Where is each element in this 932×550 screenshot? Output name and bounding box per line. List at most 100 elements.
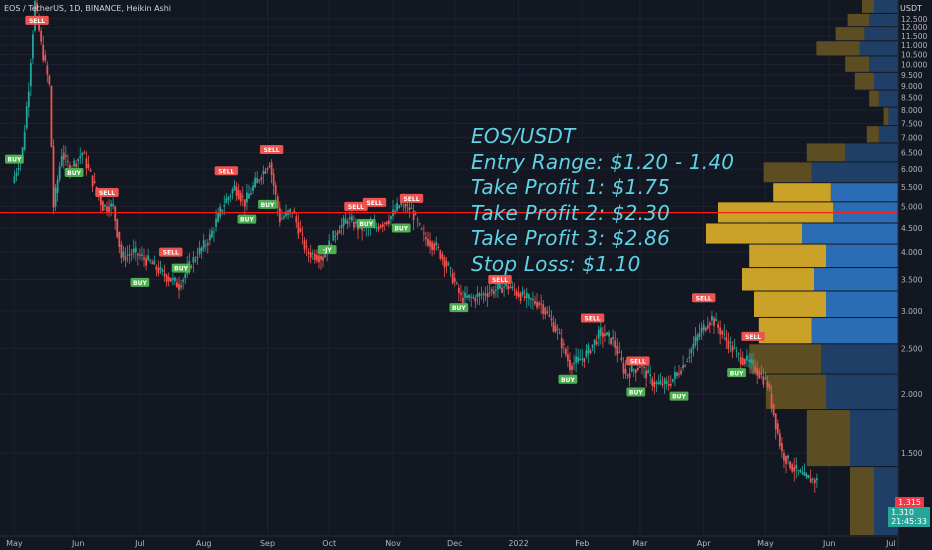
candle-body bbox=[723, 333, 726, 335]
candle-body bbox=[497, 283, 499, 290]
candle-body bbox=[48, 75, 51, 85]
signal-label-text: SELL bbox=[630, 359, 646, 366]
profile-bar-a bbox=[749, 344, 822, 374]
y-tick-label: 11.500 bbox=[901, 32, 927, 41]
candle-body bbox=[387, 220, 390, 225]
candle-body bbox=[661, 384, 664, 386]
profile-bar-b bbox=[845, 143, 898, 162]
candle-body bbox=[490, 289, 493, 292]
candle-body bbox=[499, 281, 501, 289]
candle-body bbox=[729, 342, 732, 344]
candle-body bbox=[313, 254, 316, 260]
symbol-header[interactable]: EOS / TetherUS, 1D, BINANCE, Heikin Ashi bbox=[4, 4, 172, 13]
candle-body bbox=[104, 204, 106, 207]
signal-label-box bbox=[95, 188, 119, 198]
chart-grid bbox=[0, 0, 898, 536]
candle-body bbox=[562, 343, 565, 346]
signal-label-box bbox=[317, 245, 337, 255]
candle-body bbox=[101, 201, 104, 211]
price-tag-current: 1.310 21:45:33 bbox=[888, 507, 930, 527]
candle-body bbox=[56, 179, 59, 193]
candle-body bbox=[276, 196, 279, 209]
signal-label-text: BUY bbox=[240, 217, 254, 224]
candle-body bbox=[460, 292, 462, 295]
profile-bar-a bbox=[754, 291, 826, 317]
signal-entry: Entry Range: $1.20 - 1.40 bbox=[471, 149, 735, 174]
sell-signal-label: SELL bbox=[259, 145, 284, 154]
candle-body bbox=[711, 315, 713, 321]
candle-body bbox=[280, 218, 283, 220]
buy-signal-label: BUY bbox=[64, 168, 84, 177]
sell-signal-label: SELL bbox=[25, 15, 49, 25]
candle-body bbox=[610, 337, 613, 344]
candle-body bbox=[492, 290, 495, 295]
y-tick-label: 4.000 bbox=[901, 248, 923, 257]
candle-body bbox=[478, 293, 481, 297]
candle-body bbox=[126, 254, 129, 256]
candle-body bbox=[645, 370, 647, 379]
candle-body bbox=[616, 346, 619, 355]
signal-label-text: SELL bbox=[492, 277, 508, 284]
candle-body bbox=[328, 240, 331, 250]
candle-body bbox=[651, 378, 654, 386]
profile-bar-b bbox=[821, 344, 898, 374]
signal-label-text: SELL bbox=[264, 147, 280, 154]
candle-body bbox=[797, 469, 800, 471]
candle-body bbox=[624, 368, 627, 374]
signal-label-text: SELL bbox=[348, 204, 364, 211]
candle-body bbox=[165, 275, 168, 282]
candle-body bbox=[353, 222, 355, 228]
candle-body bbox=[766, 381, 769, 388]
price-unit-label[interactable]: USDT bbox=[900, 4, 922, 13]
y-tick-label: 10.000 bbox=[901, 60, 927, 69]
candle-body bbox=[591, 344, 594, 348]
candle-body bbox=[719, 327, 722, 335]
candle-body bbox=[215, 218, 217, 228]
profile-bar-a bbox=[854, 72, 874, 90]
y-tick-label: 12.000 bbox=[901, 23, 927, 32]
signal-label-box bbox=[344, 201, 368, 211]
signal-label-text: BUY bbox=[672, 394, 686, 401]
candle-body bbox=[698, 332, 701, 337]
profile-bar-a bbox=[749, 244, 826, 268]
candle-body bbox=[725, 337, 728, 341]
candle-body bbox=[81, 153, 84, 156]
candle-body bbox=[439, 250, 442, 259]
candle-body bbox=[425, 237, 427, 240]
candle-body bbox=[256, 178, 259, 184]
candle-body bbox=[663, 379, 666, 385]
candle-body bbox=[671, 378, 674, 382]
candle-body bbox=[130, 253, 133, 255]
candle-body bbox=[558, 332, 561, 334]
signal-label-box bbox=[258, 199, 277, 209]
candle-body bbox=[79, 155, 82, 159]
signal-label-box bbox=[237, 214, 257, 224]
candle-body bbox=[599, 327, 602, 336]
candle-body bbox=[398, 205, 401, 208]
candle-body bbox=[344, 219, 347, 224]
signal-label-text: SELL bbox=[696, 295, 712, 302]
candle-body bbox=[414, 213, 417, 216]
candle-body bbox=[542, 304, 545, 314]
candle-body bbox=[783, 452, 785, 461]
candle-body bbox=[756, 368, 759, 376]
candle-body bbox=[324, 254, 327, 258]
signal-sl: Stop Loss: $1.10 bbox=[471, 251, 641, 276]
candle-body bbox=[235, 186, 238, 197]
candle-body bbox=[684, 365, 687, 367]
profile-bar-b bbox=[826, 374, 898, 410]
candle-body bbox=[809, 478, 812, 483]
candle-body bbox=[151, 262, 154, 265]
signal-label-box bbox=[727, 368, 747, 378]
candle-body bbox=[309, 252, 312, 258]
candle-body bbox=[208, 234, 211, 241]
candle-body bbox=[758, 370, 761, 379]
signal-label-box bbox=[130, 277, 150, 287]
candle-body bbox=[589, 350, 592, 354]
candle-body bbox=[198, 247, 201, 255]
profile-bar-a bbox=[742, 268, 814, 291]
signal-label-box bbox=[25, 15, 49, 25]
candle-body bbox=[795, 464, 798, 469]
